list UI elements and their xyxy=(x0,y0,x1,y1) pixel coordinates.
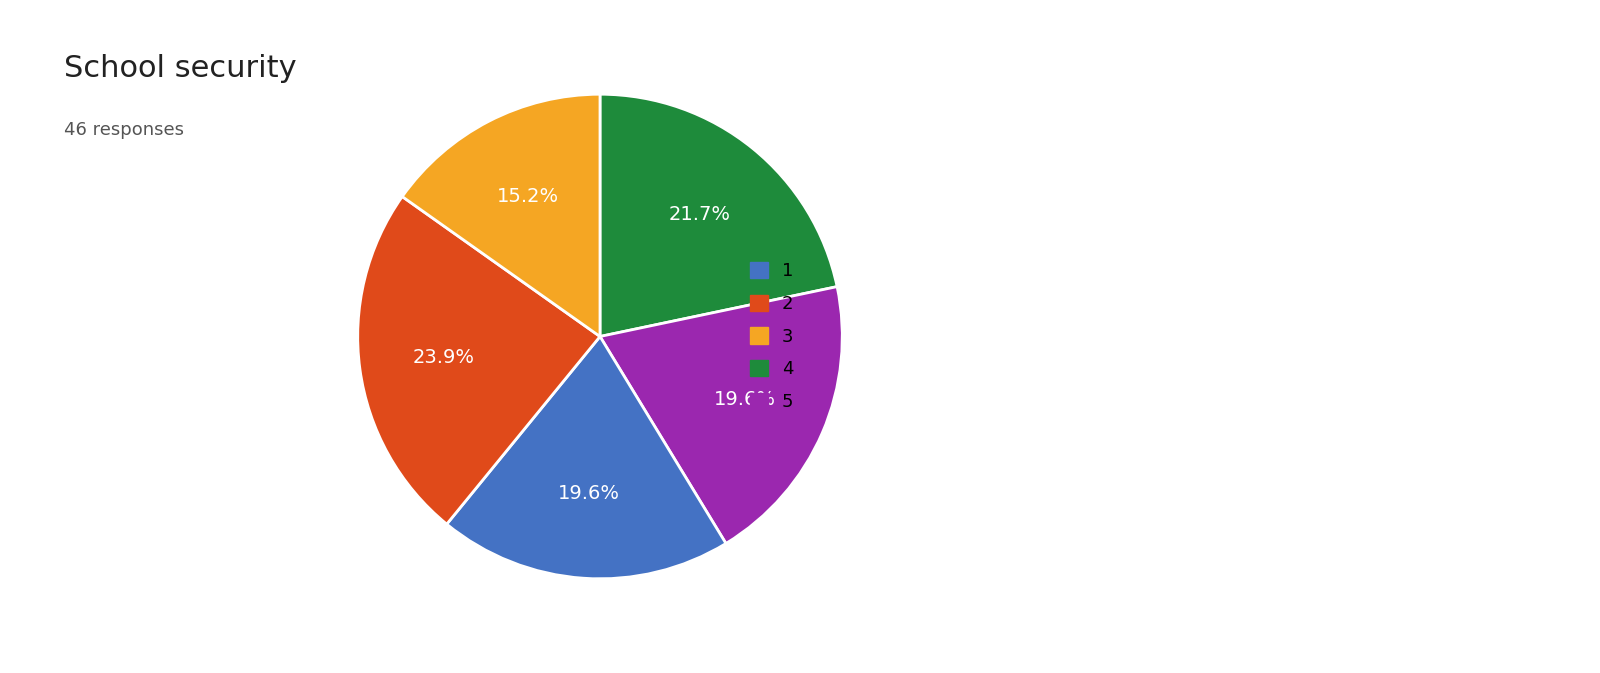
Text: 19.6%: 19.6% xyxy=(558,484,621,503)
Text: 23.9%: 23.9% xyxy=(413,348,475,367)
Wedge shape xyxy=(600,287,842,544)
Text: 21.7%: 21.7% xyxy=(669,205,730,223)
Wedge shape xyxy=(402,94,600,336)
Text: 19.6%: 19.6% xyxy=(714,390,776,409)
Legend: 1, 2, 3, 4, 5: 1, 2, 3, 4, 5 xyxy=(742,254,800,419)
Wedge shape xyxy=(600,94,837,336)
Text: 46 responses: 46 responses xyxy=(64,121,184,139)
Wedge shape xyxy=(358,197,600,524)
Text: School security: School security xyxy=(64,54,296,83)
Text: 15.2%: 15.2% xyxy=(496,187,558,206)
Wedge shape xyxy=(446,336,726,579)
